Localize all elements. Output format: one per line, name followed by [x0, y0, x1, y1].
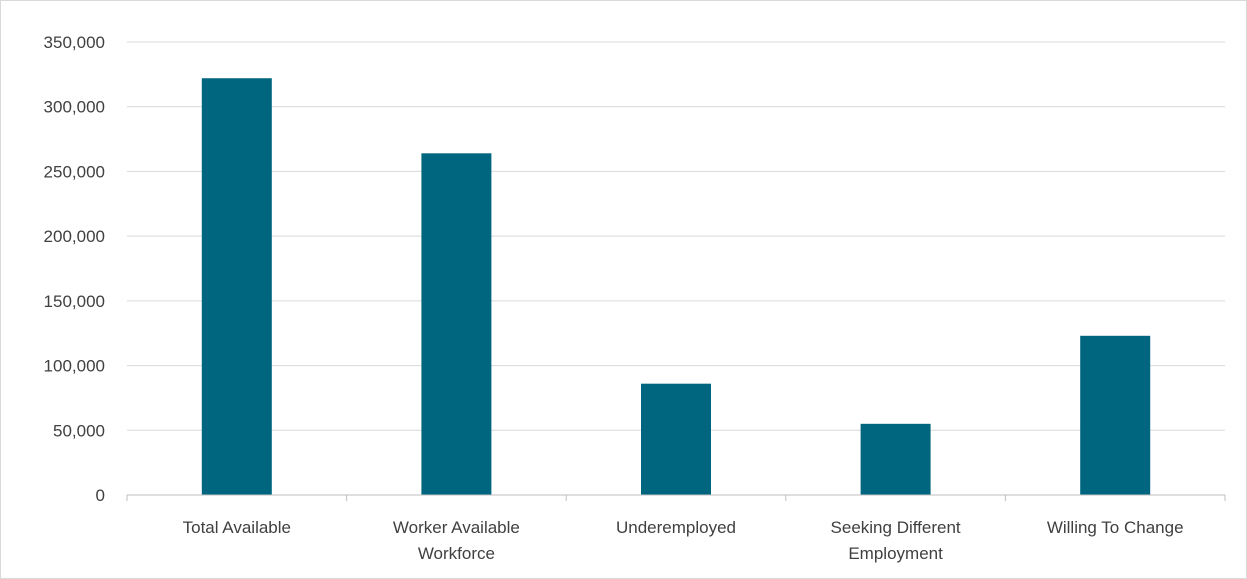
bar — [421, 153, 492, 495]
y-axis-tick-labels: 0 50,000 100,000 150,000 200,000 250,000 300,0… — [44, 33, 105, 505]
x-category-label: Total Available — [183, 518, 291, 537]
x-category-label: Underemployed — [616, 518, 736, 537]
x-category-label: Seeking Different Employment — [831, 518, 961, 563]
y-tick-label: 200,000 — [44, 227, 105, 246]
x-axis-category-labels: Total Available Worker Available Workforce… — [183, 518, 1184, 563]
y-tick-label: 50,000 — [53, 421, 105, 440]
bar — [641, 383, 711, 495]
y-tick-label: 250,000 — [44, 162, 105, 181]
y-tick-label: 100,000 — [44, 357, 105, 376]
x-category-label: Worker Available Workforce — [393, 518, 520, 563]
x-axis — [126, 494, 1226, 501]
y-tick-label: 0 — [96, 486, 105, 505]
bars — [201, 78, 1151, 496]
y-tick-label: 350,000 — [44, 33, 105, 52]
x-category-label: Willing To Change — [1047, 518, 1184, 537]
bar — [201, 78, 272, 496]
y-tick-label: 150,000 — [44, 292, 105, 311]
y-tick-label: 300,000 — [44, 98, 105, 117]
bar — [1080, 335, 1151, 495]
gridlines — [127, 41, 1225, 431]
bar — [860, 423, 931, 495]
